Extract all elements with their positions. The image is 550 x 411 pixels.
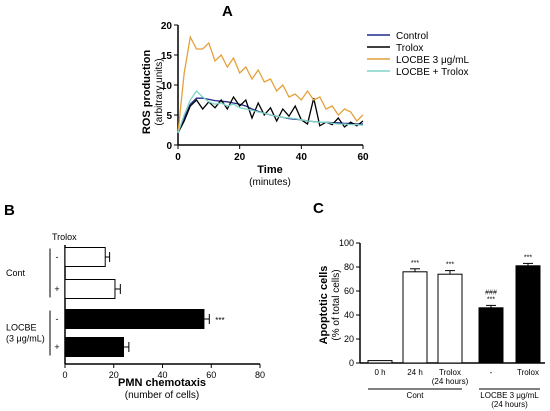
chart-b: Trolox PMN chemotaxis (number of cells) …	[6, 232, 265, 401]
chart-c-group-label-0-0: Cont	[407, 391, 425, 400]
chart-c-y-tick-label-2: 40	[344, 310, 354, 320]
chart-c-annotation-2-0: ***	[446, 262, 454, 269]
chart-c-group-label-1-0: LOCBE 3 μg/mL	[480, 391, 539, 400]
chart-b-treatment-header: Trolox	[52, 232, 77, 242]
chart-a-y-tick-label-0: 0	[166, 141, 172, 152]
chart-b-bar-3	[64, 337, 124, 357]
panel-label-b: B	[4, 202, 15, 219]
chart-c-bar-4	[515, 265, 541, 364]
panel-label-a: A	[222, 3, 233, 20]
chart-c-bar-1	[402, 271, 428, 364]
chart-c-category-label-1-0: 24 h	[407, 368, 423, 377]
chart-a-xlabel-sub: (minutes)	[249, 177, 291, 188]
chart-c-ylabel-sub: (% of total cells)	[331, 269, 342, 340]
chart-b-xlabel-sub: (number of cells)	[125, 390, 199, 401]
chart-c-y-tick-label-3: 60	[344, 286, 354, 296]
chart-b-x-tick-label-3: 60	[206, 370, 216, 380]
chart-a-x-tick-label-3: 60	[357, 152, 369, 163]
chart-a-x-tick-label-1: 20	[234, 152, 246, 163]
chart-c-bar-3	[478, 307, 504, 364]
chart-a-ylabel: ROS production	[141, 50, 153, 135]
chart-c-annotation-4-0: ***	[524, 254, 532, 261]
chart-b-trolox-sign-3: +	[54, 342, 59, 352]
chart-a-y-tick-label-3: 15	[161, 51, 173, 62]
chart-a: ROS production (arbitrary units) Time (m…	[141, 21, 469, 188]
chart-a-legend-label-1: Trolox	[396, 43, 423, 54]
chart-b-trolox-sign-1: +	[54, 284, 59, 294]
chart-a-xlabel: Time	[257, 164, 282, 176]
chart-b-bar-2	[64, 309, 205, 329]
chart-a-series-line-3	[177, 89, 364, 134]
chart-c-annotation-3-1: ***	[487, 296, 495, 303]
panel-label-c: C	[313, 200, 324, 217]
chart-b-x-tick-label-0: 0	[62, 370, 67, 380]
chart-b-xlabel: PMN chemotaxis	[118, 377, 206, 389]
chart-b-group-label-0-0: Cont	[6, 268, 26, 278]
chart-c-ylabel: Apoptotic cells	[318, 266, 330, 345]
chart-b-x-tick-label-1: 20	[109, 370, 119, 380]
chart-b-group-label-1-1: (3 μg/mL)	[6, 334, 45, 344]
chart-c-category-label-0-0: 0 h	[374, 368, 385, 377]
chart-c-annotation-1-0: ***	[411, 260, 419, 267]
chart-a-legend-label-0: Control	[396, 31, 428, 42]
chart-b-group-label-1-0: LOCBE	[6, 323, 37, 333]
chart-a-ylabel-sub: (arbitrary units)	[154, 58, 165, 125]
chart-c-y-tick-label-4: 80	[344, 262, 354, 272]
chart-a-y-tick-label-4: 20	[161, 21, 173, 32]
chart-a-y-tick-label-1: 5	[166, 111, 172, 122]
chart-c-annotation-3-0: ###	[485, 289, 497, 296]
chart-c-bar-2	[437, 273, 463, 364]
chart-c-y-tick-label-1: 20	[344, 334, 354, 344]
chart-c-category-label-4-0: Trolox	[517, 368, 539, 377]
chart-a-x-tick-label-2: 40	[296, 152, 308, 163]
chart-b-x-tick-label-4: 80	[255, 370, 265, 380]
chart-b-trolox-sign-2: -	[56, 314, 59, 324]
chart-c-y-tick-label-0: 0	[349, 358, 354, 368]
chart-c-y-tick-label-5: 100	[339, 238, 354, 248]
chart-b-x-tick-label-2: 40	[157, 370, 167, 380]
chart-c: Apoptotic cells (% of total cells) 0 20 40…	[318, 238, 545, 409]
chart-a-x-tick-label-0: 0	[175, 152, 181, 163]
chart-b-trolox-sign-0: -	[56, 252, 59, 262]
chart-a-y-tick-label-2: 10	[161, 81, 173, 92]
chart-a-legend-label-3: LOCBE + Trolox	[396, 67, 469, 78]
chart-c-category-label-2-1: (24 hours)	[432, 377, 469, 386]
chart-a-legend-label-2: LOCBE 3 μg/mL	[396, 55, 469, 66]
chart-b-bar-0	[64, 247, 106, 267]
chart-b-bar-1	[64, 279, 116, 299]
chart-c-category-label-3-0: -	[490, 368, 493, 377]
chart-c-bar-0	[367, 360, 393, 364]
chart-c-category-label-2-0: Trolox	[439, 368, 461, 377]
chart-a-series-line-2	[177, 34, 364, 134]
chart-b-annotation-2: ***	[215, 316, 224, 325]
chart-c-group-label-1-1: (24 hours)	[491, 400, 528, 409]
